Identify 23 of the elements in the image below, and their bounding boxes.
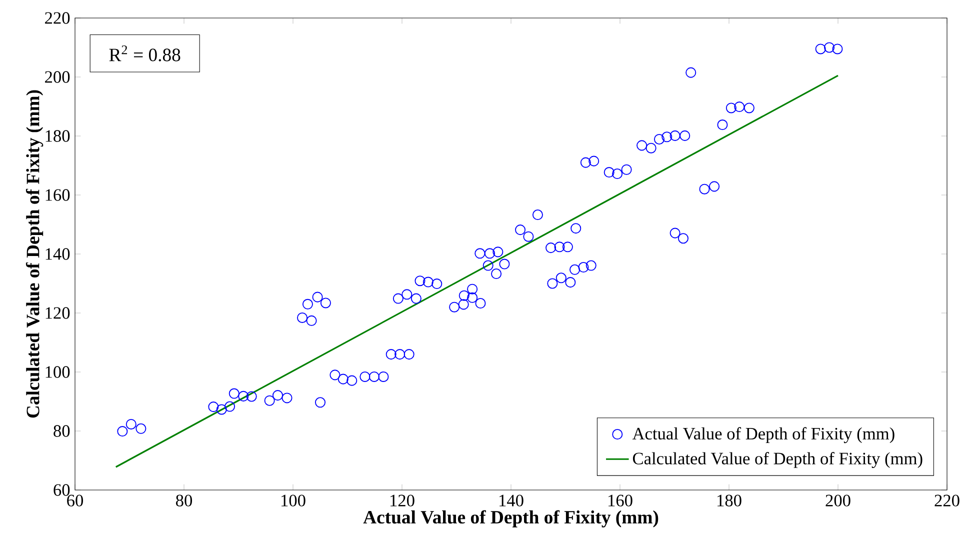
annotation: R$^{2}$ = 0.88 — [109, 45, 180, 62]
x-tick-label: 60 — [67, 494, 84, 506]
y-tick-label: 220 — [45, 12, 70, 24]
x-tick-label: 120 — [390, 494, 414, 506]
x-tick-label: 140 — [500, 494, 524, 506]
y-axis-title: Calculated Value of Depth of Fixity (mm) — [26, 90, 44, 418]
y-tick-label: 140 — [46, 248, 70, 260]
y-tick-label: 160 — [46, 189, 70, 201]
y-tick-label: 60 — [54, 484, 70, 496]
legend-label: Calculated Value of Depth of Fixity (mm) — [632, 452, 922, 468]
x-tick-label: 100 — [282, 494, 306, 506]
y-tick-label: 180 — [46, 130, 70, 142]
y-tick-label: 120 — [46, 307, 70, 319]
y-tick-label: 80 — [54, 425, 70, 437]
x-tick-label: 80 — [176, 494, 192, 506]
y-tick-label: 200 — [45, 71, 70, 83]
legend-label: Actual Value of Depth of Fixity (mm) — [632, 427, 894, 444]
x-tick-label: 220 — [934, 494, 960, 506]
x-axis-title: Actual Value of Depth of Fixity (mm) — [363, 510, 658, 528]
x-tick-label: 200 — [826, 494, 850, 506]
x-tick-label: 160 — [608, 494, 632, 506]
y-tick-label: 100 — [46, 366, 70, 378]
x-tick-label: 180 — [718, 494, 742, 506]
